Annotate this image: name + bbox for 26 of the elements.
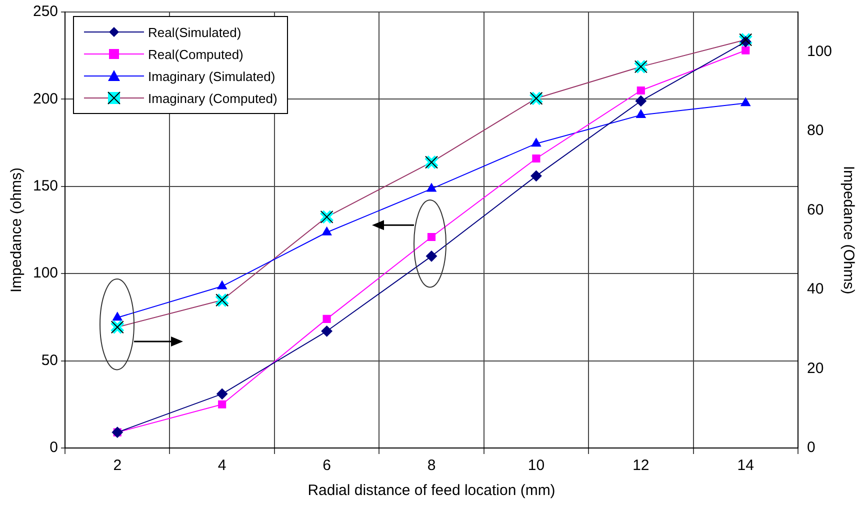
y2-tick-label: 60 [806,201,824,218]
legend-label: Imaginary (Simulated) [148,68,276,84]
y-tick-label: 50 [41,352,58,369]
y2-tick-label: 80 [806,122,824,140]
x-tick-label: 4 [218,457,226,474]
y2-tick-label: 40 [806,280,824,298]
y2-tick-label: 100 [806,42,832,60]
y2-tick-label: 20 [806,360,824,377]
x-tick-label: 12 [632,457,650,474]
x-tick-label: 10 [528,457,545,474]
x-tick-label: 2 [113,457,122,474]
legend-label: Real(Simulated) [148,24,242,40]
y-axis-title: Impedance (ohms) [8,167,26,293]
legend-label: Real(Computed) [148,46,244,62]
y-tick-label: 0 [50,439,58,456]
legend-label: Imaginary (Computed) [148,90,278,106]
x-tick-label: 14 [737,457,754,474]
x-tick-label: 6 [322,457,331,474]
x-axis-title: Radial distance of feed location (mm) [308,482,556,500]
y-tick-label: 150 [32,178,58,195]
x-tick-label: 8 [427,457,436,474]
y-tick-label: 100 [32,264,58,282]
y2-axis-title: Impedance (Ohms) [840,166,857,294]
y2-tick-label: 0 [806,439,816,456]
y-tick-label: 250 [32,3,58,20]
y-tick-label: 200 [32,90,58,108]
